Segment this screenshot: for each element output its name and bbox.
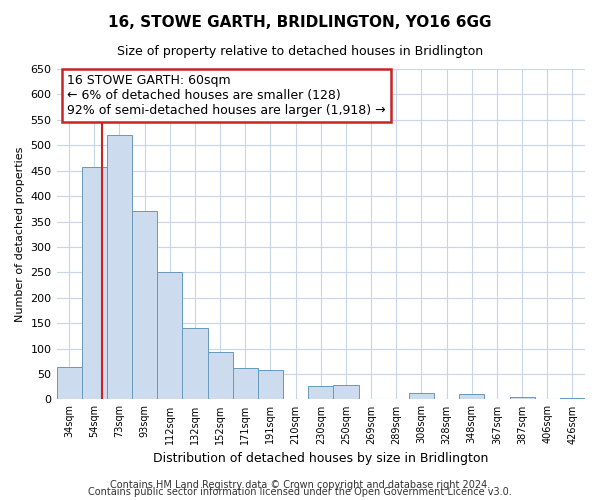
Y-axis label: Number of detached properties: Number of detached properties (15, 146, 25, 322)
Bar (509, 397, 535, 400)
Text: 16, STOWE GARTH, BRIDLINGTON, YO16 6GG: 16, STOWE GARTH, BRIDLINGTON, YO16 6GG (108, 15, 492, 30)
Bar (560, 398, 585, 400)
Text: Contains public sector information licensed under the Open Government Licence v3: Contains public sector information licen… (88, 487, 512, 497)
Bar (459, 394, 484, 400)
Bar (182, 328, 208, 400)
Bar (82, 167, 107, 400)
Bar (56, 368, 82, 400)
Bar (308, 386, 334, 400)
Bar (107, 134, 132, 400)
Text: Contains HM Land Registry data © Crown copyright and database right 2024.: Contains HM Land Registry data © Crown c… (110, 480, 490, 490)
Bar (233, 368, 258, 400)
Text: Size of property relative to detached houses in Bridlington: Size of property relative to detached ho… (117, 45, 483, 58)
Text: 16 STOWE GARTH: 60sqm
← 6% of detached houses are smaller (128)
92% of semi-deta: 16 STOWE GARTH: 60sqm ← 6% of detached h… (67, 74, 386, 117)
Bar (208, 352, 233, 400)
Bar (409, 394, 434, 400)
Bar (334, 385, 359, 400)
Bar (132, 212, 157, 400)
X-axis label: Distribution of detached houses by size in Bridlington: Distribution of detached houses by size … (153, 452, 488, 465)
Bar (157, 272, 182, 400)
Bar (258, 370, 283, 400)
